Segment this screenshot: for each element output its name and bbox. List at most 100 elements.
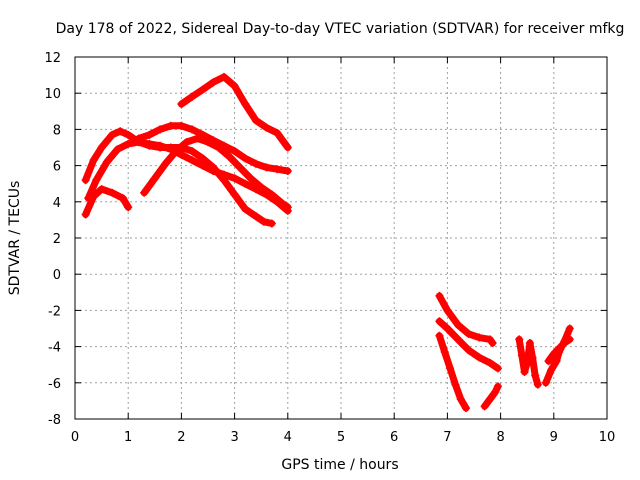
- data-point: [172, 147, 181, 156]
- series-arc-10: [481, 382, 502, 410]
- series-arc-2: [84, 138, 292, 215]
- data-point: [555, 344, 564, 353]
- data-point: [462, 404, 471, 413]
- data-point: [267, 190, 276, 199]
- data-point: [267, 219, 276, 228]
- data-point: [520, 367, 529, 376]
- data-point: [145, 130, 154, 139]
- y-tick-label: -8: [48, 413, 61, 428]
- data-point: [446, 364, 455, 373]
- data-point: [156, 141, 165, 150]
- y-tick-label: -2: [48, 304, 61, 319]
- data-point: [124, 203, 133, 212]
- data-point: [235, 163, 244, 172]
- data-point: [435, 317, 444, 326]
- y-tick-label: -6: [48, 377, 61, 392]
- data-point: [257, 183, 266, 192]
- data-point: [188, 92, 197, 101]
- x-tick-label: 0: [71, 430, 79, 445]
- data-point: [230, 174, 239, 183]
- data-point: [134, 134, 143, 143]
- data-point: [517, 351, 526, 360]
- data-point: [145, 139, 154, 148]
- data-point: [525, 338, 534, 347]
- x-tick-label: 3: [230, 430, 238, 445]
- data-point: [435, 291, 444, 300]
- data-point: [259, 217, 268, 226]
- data-point: [480, 402, 489, 411]
- data-point: [251, 116, 260, 125]
- y-tick-label: 8: [53, 123, 61, 138]
- y-tick-label: 2: [53, 232, 61, 247]
- chart-title: Day 178 of 2022, Sidereal Day-to-day VTE…: [56, 21, 625, 37]
- data-point: [81, 210, 90, 219]
- data-point: [547, 366, 556, 375]
- data-point: [219, 170, 228, 179]
- data-point: [161, 159, 170, 168]
- data-point: [493, 364, 502, 373]
- data-point: [493, 382, 502, 391]
- data-point: [177, 150, 186, 159]
- data-point: [552, 357, 561, 366]
- data-point: [283, 203, 292, 212]
- data-point: [219, 72, 228, 81]
- y-tick-label: 10: [44, 87, 61, 102]
- data-point: [177, 100, 186, 109]
- x-tick-label: 4: [284, 430, 292, 445]
- x-tick-label: 2: [177, 430, 185, 445]
- series-arc-3: [82, 185, 132, 218]
- data-point: [560, 338, 569, 347]
- data-point: [464, 329, 473, 338]
- data-point: [485, 358, 494, 367]
- data-point: [456, 395, 465, 404]
- x-tick-label: 9: [550, 430, 558, 445]
- data-point: [241, 205, 250, 214]
- x-tick-label: 8: [496, 430, 504, 445]
- y-axis-label: SDTVAR / TECUs: [7, 181, 23, 296]
- data-point: [150, 174, 159, 183]
- y-tick-label: 4: [53, 196, 61, 211]
- data-point: [283, 167, 292, 176]
- data-point: [188, 125, 197, 134]
- data-point: [124, 130, 133, 139]
- data-point: [102, 157, 111, 166]
- data-point: [533, 380, 542, 389]
- data-point: [156, 125, 165, 134]
- data-point: [440, 348, 449, 357]
- data-point: [283, 143, 292, 152]
- y-tick-label: 0: [53, 268, 61, 283]
- data-point: [219, 141, 228, 150]
- data-point: [491, 387, 500, 396]
- data-point: [251, 159, 260, 168]
- data-point: [515, 335, 524, 344]
- data-point: [124, 139, 133, 148]
- data-point: [485, 395, 494, 404]
- data-point: [182, 138, 191, 147]
- data-point: [92, 176, 101, 185]
- data-point: [166, 121, 175, 130]
- y-tick-label: -4: [48, 341, 61, 356]
- data-point: [475, 353, 484, 362]
- x-tick-label: 6: [390, 430, 398, 445]
- data-point: [140, 188, 149, 197]
- x-tick-label: 7: [443, 430, 451, 445]
- grid-layer: [75, 57, 607, 419]
- data-point: [549, 349, 558, 358]
- data-point: [241, 100, 250, 109]
- data-point: [198, 161, 207, 170]
- data-point: [177, 121, 186, 130]
- data-point: [113, 145, 122, 154]
- x-axis-label: GPS time / hours: [281, 457, 398, 473]
- data-point: [225, 152, 234, 161]
- data-point: [209, 167, 218, 176]
- data-point: [230, 147, 239, 156]
- data-point: [278, 199, 287, 208]
- series-arc-9: [435, 332, 470, 412]
- data-point: [435, 331, 444, 340]
- data-point: [544, 357, 553, 366]
- data-point: [454, 335, 463, 344]
- data-point: [230, 81, 239, 90]
